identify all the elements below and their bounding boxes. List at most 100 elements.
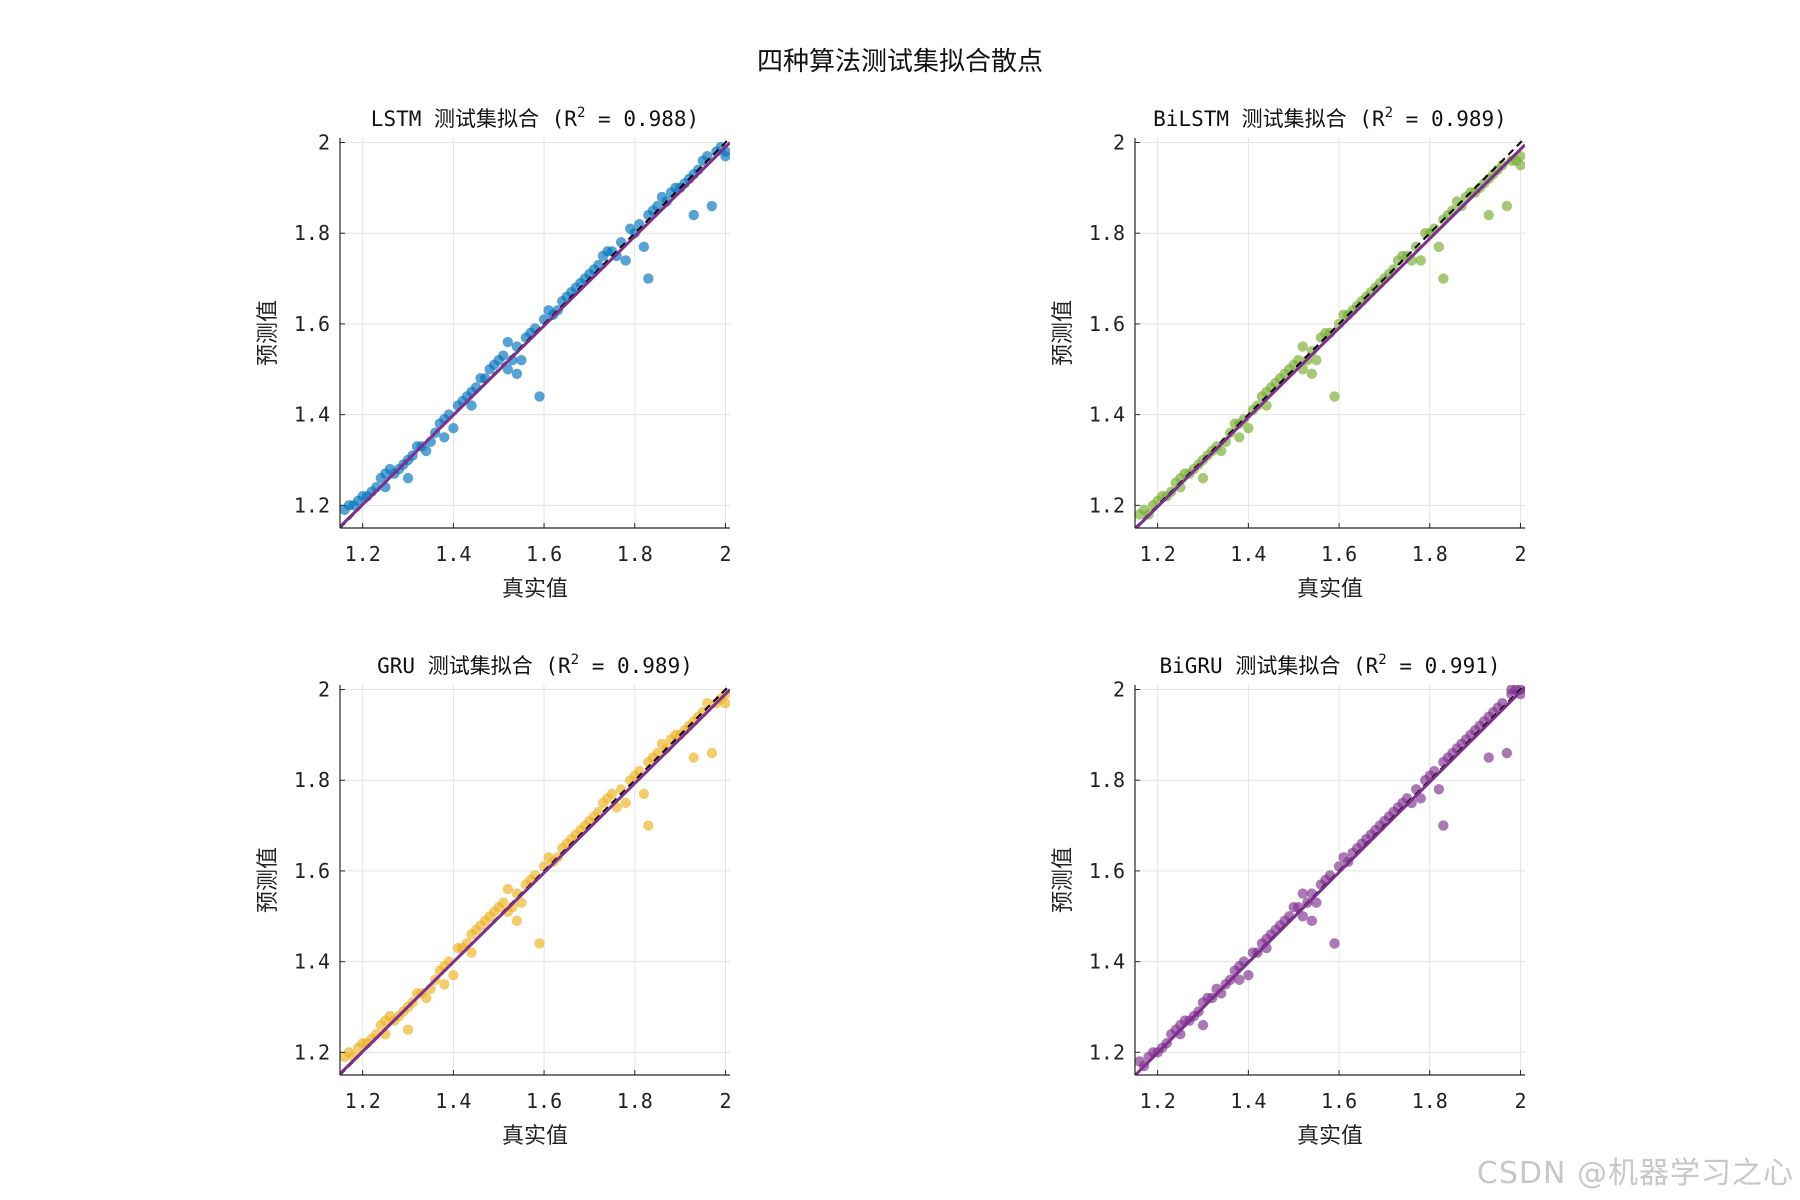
y-axis-label: 预测值	[1051, 847, 1076, 913]
x-axis-label: 真实值	[1297, 1124, 1363, 1149]
data-point	[638, 241, 650, 253]
data-point	[439, 432, 450, 443]
x-tick-label: 1.8	[1412, 542, 1448, 566]
data-point	[420, 992, 432, 1004]
figure-title: 四种算法测试集拟合散点	[757, 47, 1043, 77]
identity-line	[340, 685, 730, 1075]
data-point	[516, 897, 527, 908]
y-tick-label: 2	[318, 678, 330, 702]
data-point	[606, 788, 618, 800]
y-tick-label: 1.6	[294, 859, 330, 883]
y-tick-label: 1.8	[1089, 221, 1125, 245]
chart-panel-gru: 1.2 1.4 1.6 1.8 2 1.2 1.4 1.6 1.8 2 真实值 预测值 GRU 测试集拟…	[256, 652, 731, 1149]
x-tick-label: 1.2	[345, 542, 381, 566]
y-tick-label: 1.8	[294, 768, 330, 792]
y-tick-label: 1.2	[294, 493, 330, 517]
data-point	[1243, 970, 1254, 981]
data-point	[1311, 897, 1322, 908]
points-group	[340, 688, 730, 1063]
y-axis-label: 预测值	[256, 847, 281, 913]
y-tick-label: 1.8	[294, 221, 330, 245]
data-point	[643, 820, 654, 831]
y-tick-label: 1.4	[294, 950, 330, 974]
chart-title-superscript: 2	[1378, 652, 1386, 668]
chart-panel-bilstm: 1.2 1.4 1.6 1.8 2 1.2 1.4 1.6 1.8 2 真实值 预测值 BiLSTM 测…	[1051, 105, 1526, 602]
chart-title-main: BiLSTM 测试集拟合 (R	[1153, 107, 1385, 131]
chart-title-superscript: 2	[577, 105, 585, 121]
data-point	[1243, 423, 1254, 434]
y-tick-label: 1.4	[1089, 950, 1125, 974]
data-point	[1297, 888, 1308, 899]
x-tick-label: 2	[1514, 542, 1526, 566]
data-point	[1306, 915, 1318, 927]
x-tick-label: 1.4	[435, 542, 471, 566]
chart-title: BiGRU 测试集拟合 (R2 = 0.991)	[1159, 652, 1500, 678]
data-point	[534, 938, 545, 949]
x-tick-label: 1.8	[1412, 1089, 1448, 1113]
data-point	[1329, 938, 1340, 949]
chart-title-r2: = 0.989)	[1393, 107, 1507, 131]
data-point	[706, 747, 718, 759]
x-tick-label: 1.6	[526, 542, 562, 566]
x-tick-label: 1.2	[1140, 1089, 1176, 1113]
y-tick-label: 1.4	[1089, 403, 1125, 427]
data-point	[1515, 160, 1525, 171]
data-point	[1506, 685, 1517, 695]
data-point	[448, 970, 459, 981]
fit-line	[340, 688, 730, 1075]
data-point	[1483, 752, 1494, 763]
x-axis-label: 真实值	[502, 1124, 568, 1149]
x-tick-label: 1.6	[1321, 1089, 1357, 1113]
y-tick-label: 2	[1113, 131, 1125, 155]
fit-line	[340, 141, 730, 528]
data-point	[1415, 255, 1426, 266]
x-axis-label: 真实值	[1297, 577, 1363, 602]
x-tick-label: 1.4	[435, 1089, 471, 1113]
data-point	[466, 947, 477, 958]
data-point	[652, 747, 663, 759]
data-point	[439, 979, 450, 990]
data-point	[502, 364, 513, 375]
identity-line	[340, 138, 730, 528]
data-point	[516, 355, 527, 366]
data-point	[688, 752, 699, 763]
data-point	[502, 883, 513, 895]
data-point	[1438, 820, 1449, 831]
data-point	[1197, 472, 1209, 484]
fit-line	[1135, 686, 1525, 1075]
data-point	[466, 400, 477, 411]
chart-title: BiLSTM 测试集拟合 (R2 = 0.989)	[1153, 105, 1507, 131]
y-axis-label: 预测值	[256, 300, 281, 366]
chart-title: GRU 测试集拟合 (R2 = 0.989)	[377, 652, 693, 678]
y-tick-label: 1.4	[294, 403, 330, 427]
data-point	[498, 897, 509, 908]
data-point	[652, 200, 663, 212]
x-tick-label: 1.2	[345, 1089, 381, 1113]
data-point	[1297, 911, 1308, 922]
data-point	[1306, 368, 1318, 380]
x-axis-label: 真实值	[502, 577, 568, 602]
data-point	[1433, 241, 1445, 253]
chart-title: LSTM 测试集拟合 (R2 = 0.988)	[371, 105, 699, 131]
y-tick-label: 1.6	[294, 312, 330, 336]
data-point	[1501, 200, 1513, 212]
data-point	[511, 915, 523, 927]
x-tick-label: 1.8	[617, 1089, 653, 1113]
chart-title-main: GRU 测试集拟合 (R	[377, 654, 571, 678]
chart-panel-lstm: 1.2 1.4 1.6 1.8 2 1.2 1.4 1.6 1.8 2 真实值 预测值 LSTM 测试集…	[256, 105, 731, 602]
x-tick-label: 1.4	[1230, 542, 1266, 566]
y-tick-label: 1.6	[1089, 859, 1125, 883]
data-point	[1234, 432, 1245, 443]
data-point	[420, 445, 432, 457]
data-point	[688, 209, 699, 221]
data-point	[511, 368, 523, 380]
fit-line	[1135, 143, 1525, 528]
x-tick-label: 1.6	[1321, 542, 1357, 566]
chart-title-r2: = 0.988)	[585, 107, 699, 131]
chart-title-main: LSTM 测试集拟合 (R	[371, 107, 578, 131]
data-point	[1234, 974, 1245, 985]
y-tick-label: 1.2	[294, 1040, 330, 1064]
y-axis-label: 预测值	[1051, 300, 1076, 366]
y-tick-label: 2	[318, 131, 330, 155]
chart-panel-bigru: 1.2 1.4 1.6 1.8 2 1.2 1.4 1.6 1.8 2 真实值 预测值 BiGRU 测试…	[1051, 652, 1526, 1149]
